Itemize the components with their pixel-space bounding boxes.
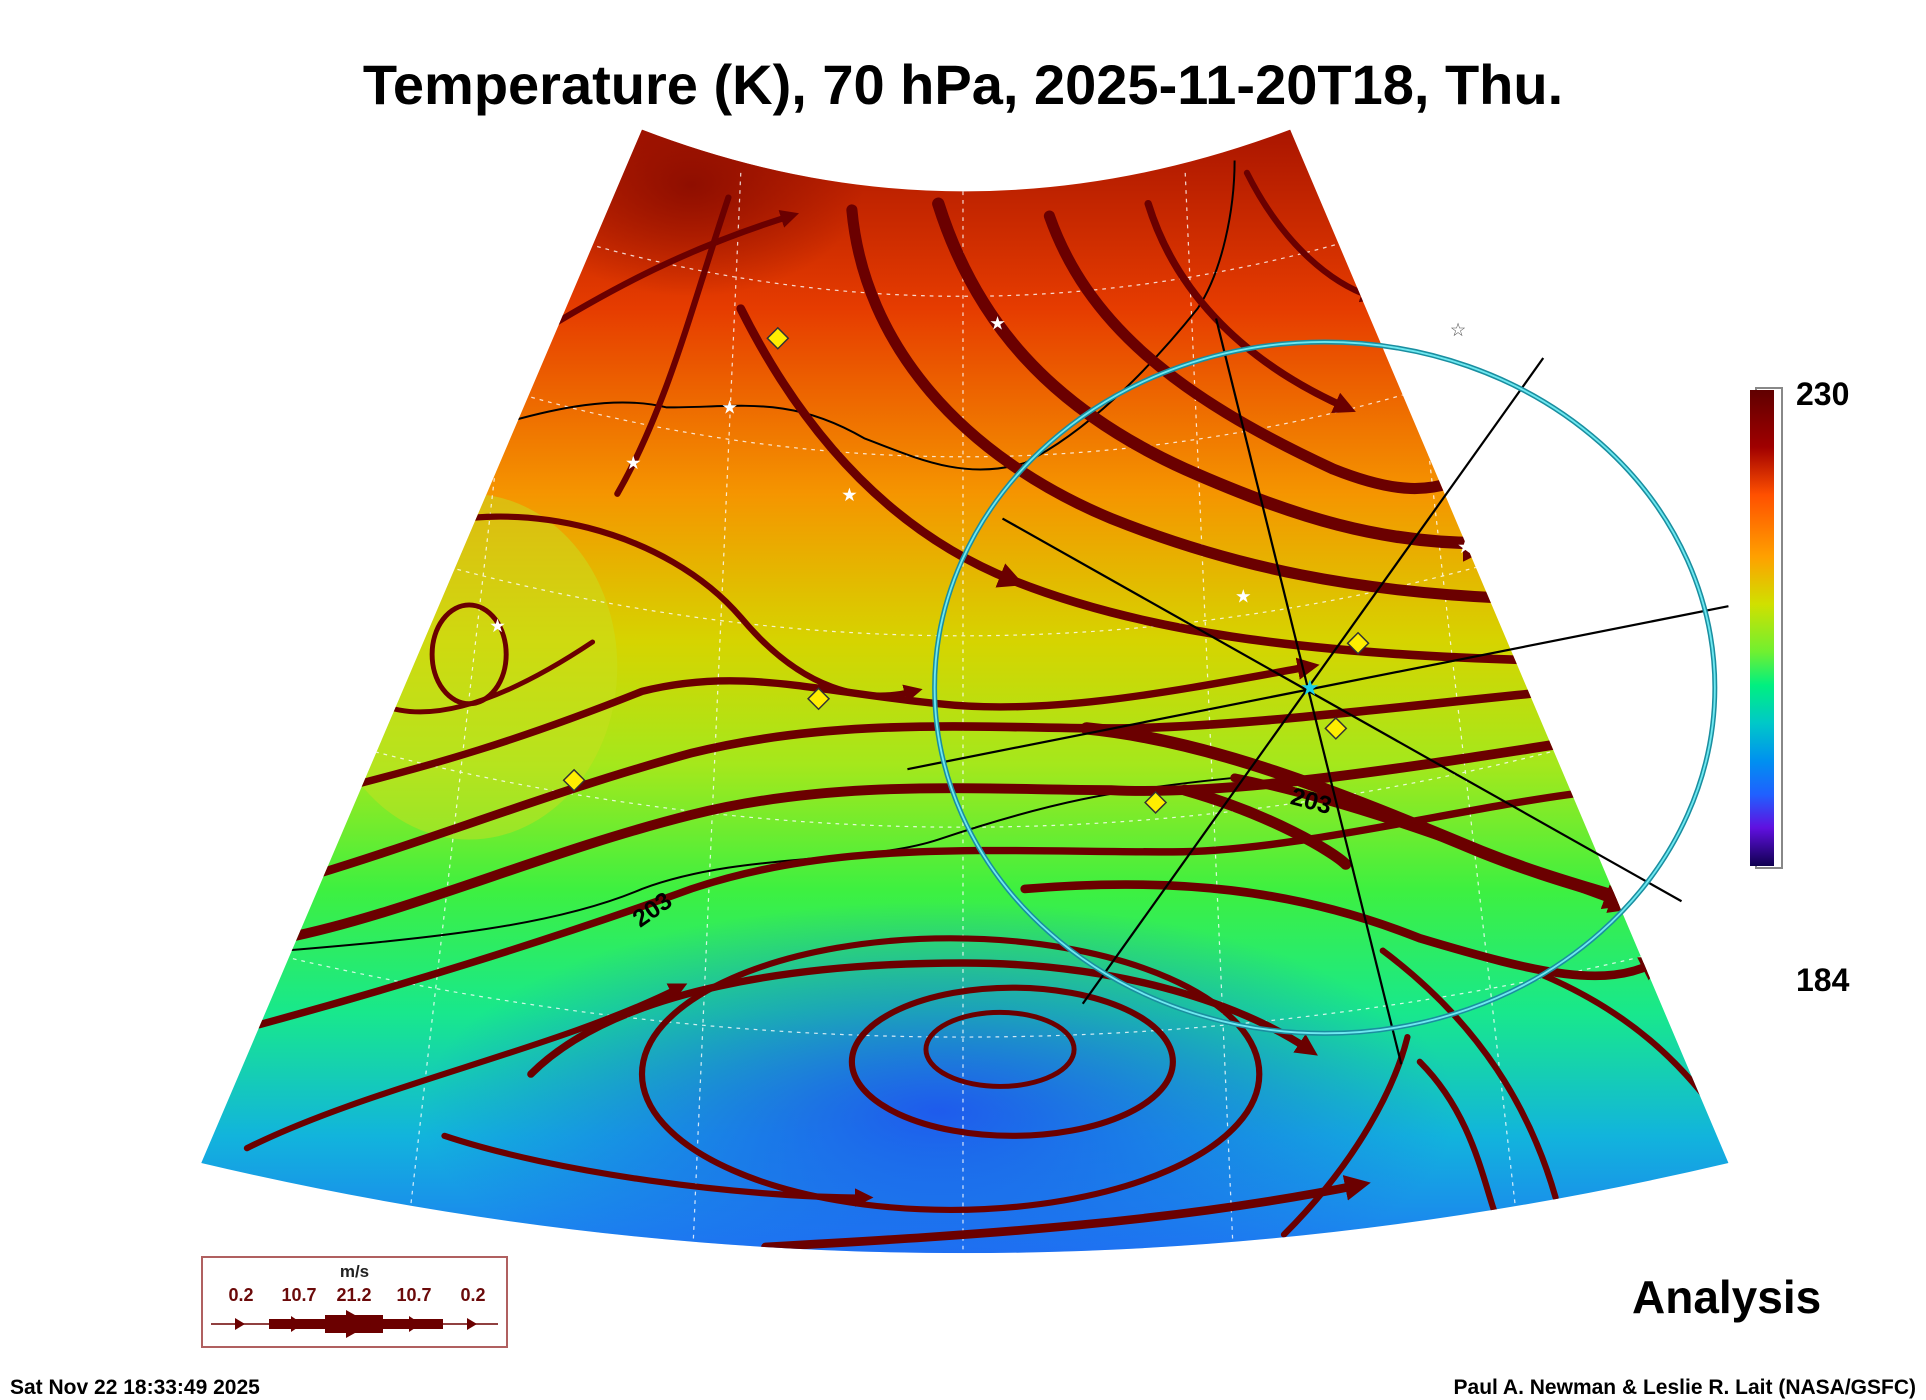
star-markers: ★ ★ ★ ★ ★ ★ ★ ☆ [489,313,1474,636]
legend-value: 21.2 [336,1285,372,1305]
diamond-marker-icon [1324,716,1348,740]
wind-streamlines [243,169,1720,1252]
diamond-marker-icon [1144,790,1168,815]
star-icon: ★ [1457,536,1474,557]
wind-speed-legend: m/s 0.2 10.7 21.2 10.7 0.2 [201,1256,508,1348]
legend-unit: m/s [339,1262,370,1281]
diamond-marker-icon [766,326,790,350]
diamond-marker-icon [807,687,831,711]
colorbar-max-label: 230 [1796,376,1850,412]
star-icon: ★ [625,452,642,473]
diamond-marker-icon [1346,631,1370,655]
star-icon: ★ [489,615,506,636]
cross-section-lines [907,318,1729,1065]
hollow-star-icon: ☆ [1450,319,1467,340]
star-icon: ★ [989,313,1006,334]
star-icon: ★ [721,397,738,418]
legend-value: 10.7 [281,1285,317,1305]
diamond-marker-icon [562,768,586,792]
station-markers [562,326,1370,815]
legend-arrow-icon [211,1310,498,1338]
temperature-field [201,129,1729,1254]
colorbar-min-label: 184 [1796,962,1850,998]
star-icon: ★ [1235,585,1252,606]
colorbar [1750,390,1774,866]
product-label: Analysis [1632,1271,1822,1323]
footer-timestamp: Sat Nov 22 18:33:49 2025 [10,1376,260,1399]
legend-value: 0.2 [228,1285,254,1305]
footer-credit: Paul A. Newman & Leslie R. Lait (NASA/GS… [1453,1376,1916,1399]
star-icon: ★ [841,484,858,505]
legend-value: 10.7 [396,1285,432,1305]
center-star-icon: ★ [1300,675,1320,700]
chart-title: Temperature (K), 70 hPa, 2025-11-20T18, … [362,53,1564,116]
legend-value: 0.2 [460,1285,486,1305]
